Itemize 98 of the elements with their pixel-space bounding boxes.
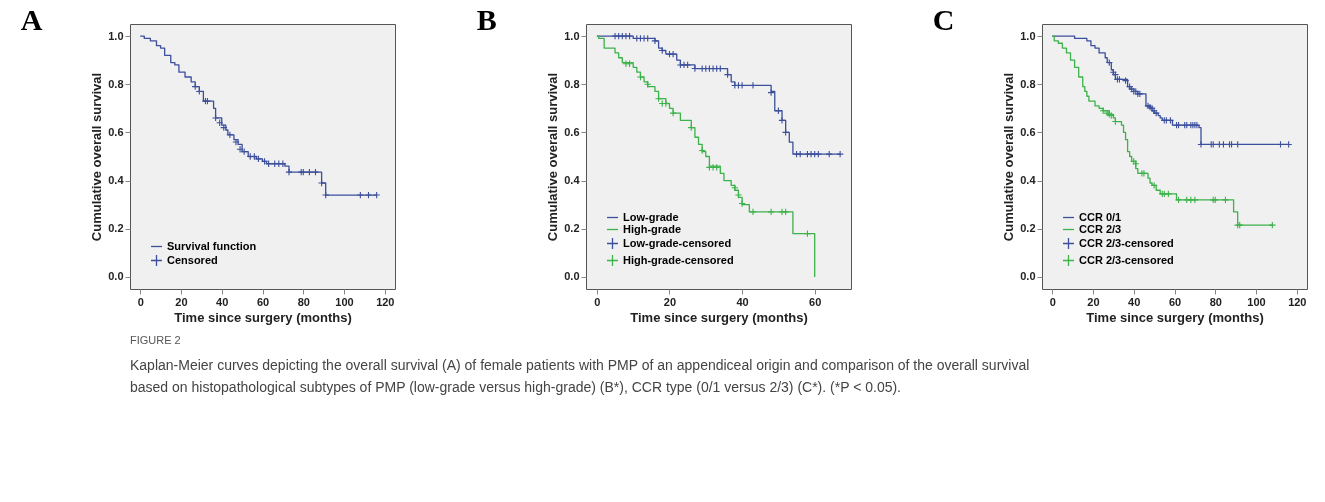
point — [669, 109, 677, 117]
y-tick-label: 0.2 — [564, 222, 580, 235]
point — [364, 191, 373, 199]
legend-label: CCR 2/3-censored — [1079, 236, 1174, 249]
point — [709, 163, 717, 172]
point — [778, 208, 786, 216]
x-tick-label: 60 — [256, 295, 270, 308]
y-tick-label: 0.2 — [108, 222, 124, 235]
x-tick-label: 120 — [376, 295, 395, 308]
point — [285, 168, 293, 176]
legend-label: High-grade-censored — [623, 253, 734, 266]
point — [236, 145, 244, 153]
point — [622, 32, 630, 40]
x-axis-title: Time since surgery (months) — [630, 309, 808, 325]
point — [807, 150, 815, 158]
point — [1174, 196, 1183, 204]
point — [651, 37, 659, 45]
x-tick-label: 0 — [1049, 295, 1056, 308]
point — [680, 61, 688, 69]
x-tick-label: 20 — [175, 295, 188, 308]
point — [356, 191, 365, 199]
y-tick-label: 0.8 — [108, 77, 124, 90]
y-tick-label: 0.0 — [564, 270, 580, 283]
legend-label: CCR 0/1 — [1079, 210, 1122, 223]
point — [836, 150, 844, 158]
x-tick-label: 80 — [1209, 295, 1222, 308]
point — [1150, 181, 1158, 190]
x-tick-label: 120 — [1288, 295, 1307, 308]
y-tick-label: 0.0 — [108, 270, 124, 283]
y-axis-title: Cumulative overall survival — [1001, 72, 1017, 242]
x-tick-label: 100 — [1247, 295, 1266, 308]
point — [825, 150, 833, 158]
point — [781, 208, 790, 216]
x-tick-label: 100 — [335, 295, 354, 308]
legend-label: CCR 2/3 — [1079, 222, 1122, 235]
y-tick-label: 0.8 — [1020, 77, 1036, 90]
point — [321, 191, 330, 199]
x-axis-title: Time since surgery (months) — [174, 309, 352, 325]
point — [767, 208, 775, 216]
x-tick-label: 80 — [297, 295, 310, 308]
point — [781, 128, 790, 137]
y-axis-title: Cumulative overall survival — [545, 72, 561, 242]
caption: FIGURE 2 — [130, 334, 181, 346]
x-tick-label: 0 — [594, 295, 601, 308]
y-tick-label: 0.6 — [564, 125, 580, 138]
point — [1191, 196, 1199, 204]
x-tick-label: 60 — [809, 295, 822, 308]
point — [734, 191, 743, 199]
point — [814, 150, 823, 158]
x-tick-label: 40 — [216, 295, 229, 308]
x-tick-label: 20 — [663, 295, 677, 308]
point — [622, 60, 630, 68]
y-tick-label: 0.6 — [108, 125, 124, 138]
y-axis-title: Cumulative overall survival — [89, 72, 105, 242]
point — [683, 61, 692, 69]
point — [372, 191, 381, 199]
text: Kaplan-Meier curves depicting the overall survival (A) of female patients with PMP of an appendiceal origin and comparison of the overall survival based on histopathological subtypes of PMP (low-grade versus high-grade) (B*), CCR type (0/1 versus 2/3) (C*). (*P < 0.05). — [130, 357, 1030, 395]
y-tick-label: 1.0 — [108, 29, 124, 42]
point — [803, 229, 812, 238]
legend-label: Low-grade-censored — [623, 236, 732, 249]
y-tick-label: 0.4 — [564, 174, 581, 187]
y-tick-label: 1.0 — [1020, 29, 1036, 42]
point — [279, 160, 287, 168]
x-tick-label: 40 — [1128, 295, 1141, 308]
point — [226, 131, 234, 139]
point — [611, 32, 619, 40]
x-tick-label: 40 — [736, 295, 749, 308]
legend-label: CCR 2/3-censored — [1079, 253, 1174, 266]
y-tick-label: 0.0 — [1020, 270, 1036, 283]
point — [625, 32, 634, 40]
x-tick-label: 20 — [1087, 295, 1100, 308]
chart-title: C — [932, 3, 955, 36]
point — [1221, 196, 1230, 204]
point — [317, 179, 326, 187]
y-tick-label: 1.0 — [564, 29, 580, 42]
x-tick-label: 0 — [137, 295, 144, 308]
point — [669, 50, 677, 58]
y-tick-label: 0.2 — [1020, 222, 1036, 235]
chart-title: A — [20, 3, 43, 36]
x-tick-label: 60 — [1168, 295, 1182, 308]
x-axis-title: Time since surgery (months) — [1086, 309, 1264, 325]
y-tick-label: 0.4 — [108, 174, 125, 187]
y-tick-label: 0.8 — [564, 77, 580, 90]
legend-label: Low-grade — [623, 210, 679, 223]
y-tick-label: 0.4 — [1020, 174, 1037, 187]
y-tick-label: 0.6 — [1020, 125, 1036, 138]
point — [723, 70, 732, 79]
point — [796, 150, 804, 158]
point — [1166, 116, 1175, 125]
legend-label: Survival function — [167, 239, 257, 252]
point — [767, 88, 775, 97]
legend-label: High-grade — [623, 222, 682, 235]
point — [749, 208, 757, 216]
point — [636, 73, 645, 81]
legend-label: Censored — [167, 253, 218, 266]
point — [738, 199, 746, 208]
chart-title: B — [476, 3, 497, 36]
point — [778, 116, 786, 125]
